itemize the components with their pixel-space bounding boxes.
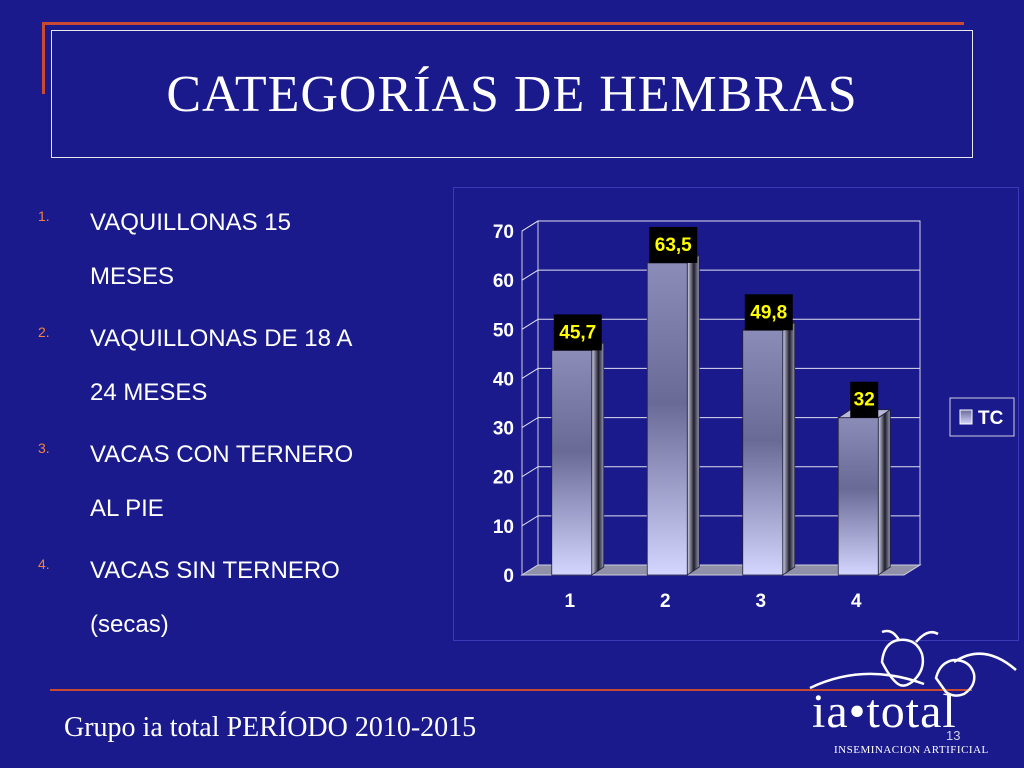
y-tick-label: 60 [493, 271, 514, 292]
list-item-line: AL PIE [90, 495, 164, 522]
data-label: 49,8 [750, 302, 787, 323]
x-tick-label: 3 [755, 591, 766, 612]
accent-line-bottom [50, 689, 972, 691]
list-item-line: VACAS CON TERNERO [90, 441, 354, 468]
list-item-line: VAQUILLONAS 15 [90, 209, 291, 236]
list-item: 4. VACAS SIN TERNERO (secas) [38, 544, 448, 652]
list-item: 3. VACAS CON TERNERO AL PIE [38, 428, 448, 536]
data-label: 32 [854, 390, 875, 411]
accent-line-left [42, 22, 45, 94]
data-label: 45,7 [559, 322, 596, 343]
bar [551, 350, 593, 576]
y-tick-label: 30 [493, 419, 514, 440]
x-tick-label: 4 [851, 591, 862, 612]
data-label-box [744, 294, 793, 331]
list-item-number: 2. [38, 324, 50, 340]
logo: ia•total INSEMINACION ARTIFICIAL [804, 622, 1024, 768]
grid-line [521, 220, 920, 232]
plot-side-wall [521, 220, 539, 576]
data-label-box [553, 314, 602, 351]
list-item: 2. VAQUILLONAS DE 18 A 24 MESES [38, 312, 448, 420]
category-list: 1. VAQUILLONAS 15 MESES 2. VAQUILLONAS DE… [38, 196, 448, 660]
y-tick-label: 20 [493, 468, 514, 489]
logo-tagline: INSEMINACION ARTIFICIAL [834, 744, 989, 756]
list-item-line: VACAS SIN TERNERO [90, 557, 340, 584]
bar [837, 417, 879, 576]
logo-brand: ia•total [812, 685, 957, 738]
legend-swatch [959, 409, 973, 425]
bar-side [782, 321, 796, 576]
bar [742, 329, 784, 576]
x-tick-label: 1 [564, 591, 575, 612]
list-item-line: VAQUILLONAS DE 18 A [90, 325, 353, 352]
footer-text: Grupo ia total PERÍODO 2010-2015 [64, 712, 477, 743]
y-tick-label: 40 [493, 369, 514, 390]
legend-label: TC [978, 408, 1004, 429]
y-tick-label: 10 [493, 517, 514, 538]
bar-chart: 0 10 20 30 40 50 60 70 45,7 1 63,5 2 49,8 3 32 4 TC [493, 220, 1015, 612]
list-item-line: 24 MESES [90, 379, 208, 406]
bar-side [591, 341, 605, 576]
bar-side [877, 408, 891, 576]
list-item-number: 1. [38, 208, 50, 224]
bar-side [686, 254, 700, 576]
y-tick-label: 0 [503, 566, 514, 587]
page-title: CATEGORÍAS DE HEMBRAS [166, 65, 858, 123]
list-item: 1. VAQUILLONAS 15 MESES [38, 196, 448, 304]
animal-heads-icon [809, 629, 1017, 697]
list-item-line: MESES [90, 263, 175, 290]
y-tick-label: 50 [493, 320, 514, 341]
y-tick-label: 70 [493, 222, 514, 243]
slide-number: 13 [946, 728, 961, 743]
list-item-number: 3. [38, 440, 50, 456]
grid-line [521, 269, 920, 281]
chart-frame: 0 10 20 30 40 50 60 70 45,7 1 63,5 2 49,8 3 32 4 TC [453, 187, 1019, 641]
accent-line-top [42, 22, 964, 25]
data-label: 63,5 [655, 235, 692, 256]
list-item-line: (secas) [90, 611, 169, 638]
title-box: CATEGORÍAS DE HEMBRAS [51, 30, 973, 158]
x-tick-label: 2 [660, 591, 671, 612]
list-item-number: 4. [38, 556, 50, 572]
data-label-box [850, 381, 879, 418]
data-label-box [649, 226, 698, 263]
bar [646, 262, 688, 576]
